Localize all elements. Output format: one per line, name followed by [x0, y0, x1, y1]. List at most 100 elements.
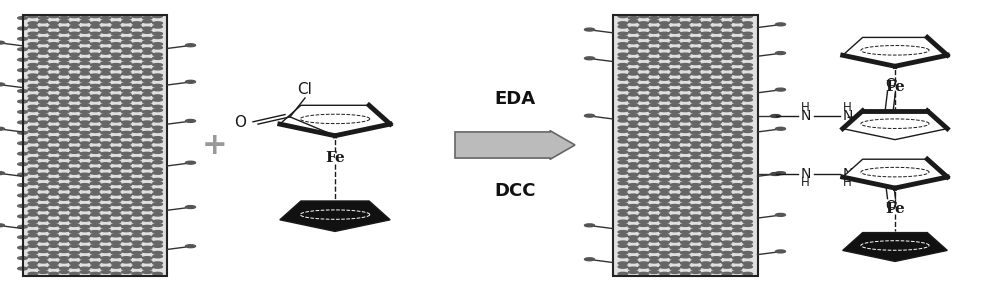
Circle shape [618, 171, 628, 174]
Circle shape [70, 32, 79, 35]
Circle shape [90, 36, 100, 39]
Circle shape [132, 255, 142, 258]
Circle shape [680, 251, 690, 254]
Circle shape [49, 137, 58, 139]
Circle shape [771, 173, 781, 175]
Circle shape [722, 189, 732, 192]
Circle shape [59, 37, 69, 40]
Circle shape [691, 208, 700, 211]
Circle shape [732, 131, 742, 134]
Circle shape [649, 208, 659, 211]
Circle shape [28, 171, 38, 174]
Circle shape [618, 109, 628, 112]
Circle shape [28, 251, 38, 254]
Circle shape [59, 204, 69, 207]
Circle shape [722, 231, 732, 233]
Circle shape [701, 95, 711, 98]
Circle shape [101, 79, 110, 82]
Circle shape [132, 140, 142, 143]
Circle shape [670, 267, 680, 270]
Circle shape [122, 208, 131, 211]
Circle shape [660, 84, 669, 87]
Circle shape [639, 25, 648, 28]
Circle shape [743, 130, 752, 133]
Circle shape [660, 189, 669, 192]
Circle shape [153, 171, 162, 174]
Circle shape [90, 77, 100, 80]
Circle shape [660, 161, 669, 164]
Circle shape [722, 67, 732, 70]
Circle shape [722, 244, 732, 247]
Circle shape [80, 48, 90, 51]
Circle shape [185, 245, 195, 248]
Circle shape [70, 251, 79, 254]
Circle shape [49, 157, 58, 160]
Circle shape [142, 166, 152, 169]
Circle shape [38, 260, 48, 263]
Circle shape [628, 236, 638, 239]
Circle shape [701, 203, 711, 206]
Circle shape [132, 130, 142, 133]
Circle shape [70, 119, 79, 122]
Circle shape [722, 203, 732, 206]
Circle shape [628, 152, 638, 155]
Circle shape [101, 27, 110, 30]
Circle shape [680, 213, 690, 216]
Circle shape [712, 257, 721, 260]
Circle shape [111, 119, 121, 122]
Circle shape [153, 161, 162, 164]
Circle shape [660, 199, 669, 202]
Circle shape [701, 192, 711, 195]
Circle shape [153, 203, 162, 206]
Circle shape [142, 204, 152, 207]
Circle shape [18, 246, 27, 249]
Circle shape [70, 77, 79, 80]
Circle shape [712, 51, 721, 54]
Circle shape [670, 58, 680, 61]
Circle shape [712, 41, 721, 44]
Text: EDA: EDA [494, 90, 536, 108]
Circle shape [628, 48, 638, 51]
Circle shape [628, 62, 638, 65]
Circle shape [132, 147, 142, 150]
Circle shape [122, 229, 131, 232]
Circle shape [722, 88, 732, 91]
Circle shape [111, 105, 121, 108]
Circle shape [111, 241, 121, 244]
Circle shape [639, 84, 648, 87]
Circle shape [90, 15, 100, 18]
Circle shape [618, 220, 628, 223]
Circle shape [101, 142, 110, 145]
Circle shape [649, 197, 659, 200]
Circle shape [732, 93, 742, 96]
Circle shape [18, 79, 27, 82]
Circle shape [712, 17, 721, 19]
Circle shape [122, 37, 131, 40]
Circle shape [743, 244, 752, 247]
Circle shape [59, 124, 69, 127]
Circle shape [111, 234, 121, 237]
Circle shape [0, 41, 5, 44]
Circle shape [111, 43, 121, 46]
Circle shape [101, 177, 110, 180]
Circle shape [649, 72, 659, 75]
Circle shape [628, 30, 638, 33]
Circle shape [122, 156, 131, 159]
Circle shape [680, 84, 690, 87]
Circle shape [132, 203, 142, 206]
Circle shape [649, 163, 659, 166]
Circle shape [670, 145, 680, 148]
Circle shape [628, 124, 638, 127]
Circle shape [691, 48, 700, 51]
Circle shape [142, 187, 152, 190]
Circle shape [660, 251, 669, 254]
Circle shape [743, 116, 752, 119]
Circle shape [49, 244, 58, 247]
Circle shape [691, 260, 700, 263]
Circle shape [90, 98, 100, 101]
Circle shape [639, 36, 648, 39]
Circle shape [49, 255, 58, 258]
Circle shape [670, 257, 680, 260]
Circle shape [59, 236, 69, 239]
Circle shape [660, 262, 669, 265]
